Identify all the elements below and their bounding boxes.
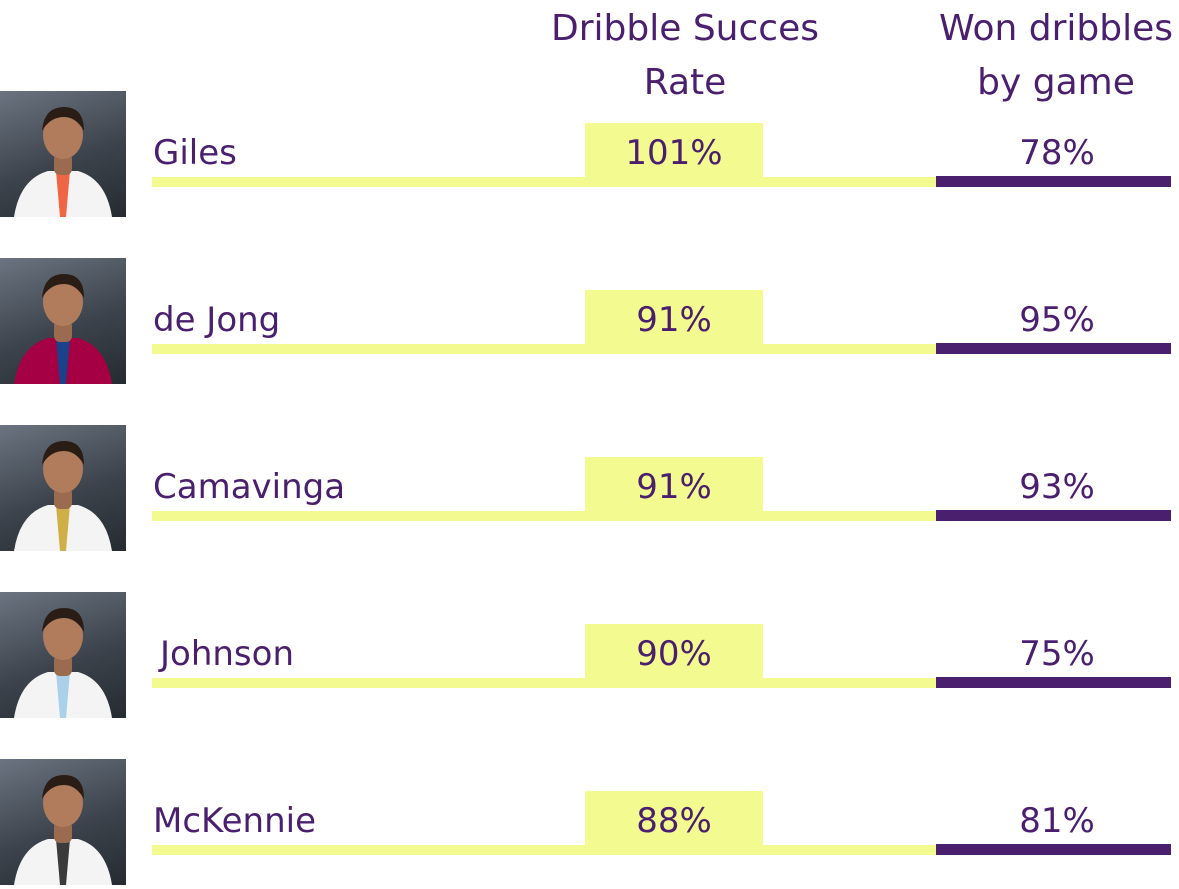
row-underline-purple: [936, 677, 1171, 688]
rate-highlight-box: [585, 624, 763, 684]
dribble-success-rate-value: 91%: [636, 300, 712, 340]
player-row: Johnson 90% 75%: [0, 592, 1179, 722]
player-name: Johnson: [160, 634, 294, 674]
header-rate-line1: Dribble Succes: [551, 8, 819, 49]
player-photo: [0, 425, 126, 551]
player-row: McKennie 88% 81%: [0, 759, 1179, 889]
won-dribbles-value: 93%: [1019, 467, 1095, 507]
row-underline-purple: [936, 844, 1171, 855]
row-underline-yellow: [152, 177, 936, 187]
player-photo: [0, 258, 126, 384]
header-won-line1: Won dribbles: [938, 8, 1174, 49]
player-photo: [0, 759, 126, 885]
row-underline-purple: [936, 176, 1171, 187]
row-underline-yellow: [152, 511, 936, 521]
header-rate-line2: Rate: [643, 62, 727, 103]
header-won-line2: by game: [977, 62, 1135, 103]
row-underline-yellow: [152, 344, 936, 354]
dribble-success-rate-value: 88%: [636, 801, 712, 841]
player-name: Giles: [153, 133, 237, 173]
player-row: de Jong 91% 95%: [0, 258, 1179, 388]
won-dribbles-value: 78%: [1019, 133, 1095, 173]
player-photo: [0, 592, 126, 718]
player-name: McKennie: [153, 801, 317, 841]
column-header-dribble-success-rate: Dribble Succes Rate: [540, 2, 830, 110]
row-underline-yellow: [152, 678, 936, 688]
row-underline-purple: [936, 510, 1171, 521]
player-name: Camavinga: [153, 467, 346, 507]
dribble-success-rate-value: 91%: [636, 467, 712, 507]
player-row: Camavinga 91% 93%: [0, 425, 1179, 555]
dribble-success-rate-value: 90%: [636, 634, 712, 674]
column-header-won-dribbles: Won dribbles by game: [925, 2, 1179, 110]
won-dribbles-value: 81%: [1019, 801, 1095, 841]
won-dribbles-value: 95%: [1019, 300, 1095, 340]
dribble-success-rate-value: 101%: [625, 133, 723, 173]
rate-highlight-box: [585, 290, 763, 350]
rate-highlight-box: [585, 123, 763, 183]
player-name: de Jong: [153, 300, 281, 340]
row-underline-purple: [936, 343, 1171, 354]
player-photo: [0, 91, 126, 217]
rate-highlight-box: [585, 457, 763, 517]
row-underline-yellow: [152, 845, 936, 855]
won-dribbles-value: 75%: [1019, 634, 1095, 674]
rate-highlight-box: [585, 791, 763, 851]
player-row: Giles 101% 78%: [0, 91, 1179, 221]
